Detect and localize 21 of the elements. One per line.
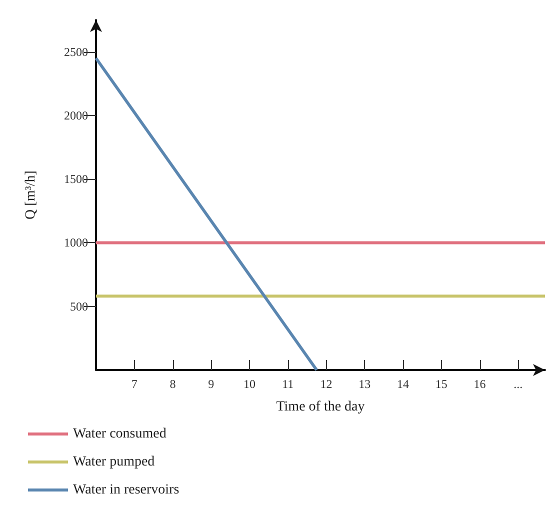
x-tick-label: 7 [131, 377, 138, 391]
x-tick-label: 11 [282, 377, 294, 391]
legend-label: Water pumped [73, 454, 155, 470]
legend-label: Water in reservoirs [73, 482, 180, 498]
y-tick-label: 500 [70, 299, 88, 314]
y-tick-label: 1500 [64, 172, 88, 186]
x-tick-label: 15 [435, 377, 448, 391]
x-tick-label: 12 [320, 377, 332, 391]
y-tick-label: 2000 [64, 108, 88, 122]
y-tick-label: 2500 [64, 44, 88, 59]
x-tick-label: 10 [244, 377, 256, 391]
x-axis-title: Time of the day [276, 400, 365, 414]
legend-label: Water consumed [73, 426, 166, 442]
x-tick-label: 14 [397, 377, 410, 391]
x-tick-label: 16 [474, 377, 486, 391]
x-tick-label: 13 [358, 377, 371, 391]
x-tick-label: 8 [170, 377, 176, 391]
y-axis-title: Q [m³/h] [24, 170, 38, 220]
y-tick-label: 1000 [64, 236, 88, 250]
x-tick-label: ... [514, 377, 523, 391]
x-tick-label: 9 [208, 377, 214, 391]
